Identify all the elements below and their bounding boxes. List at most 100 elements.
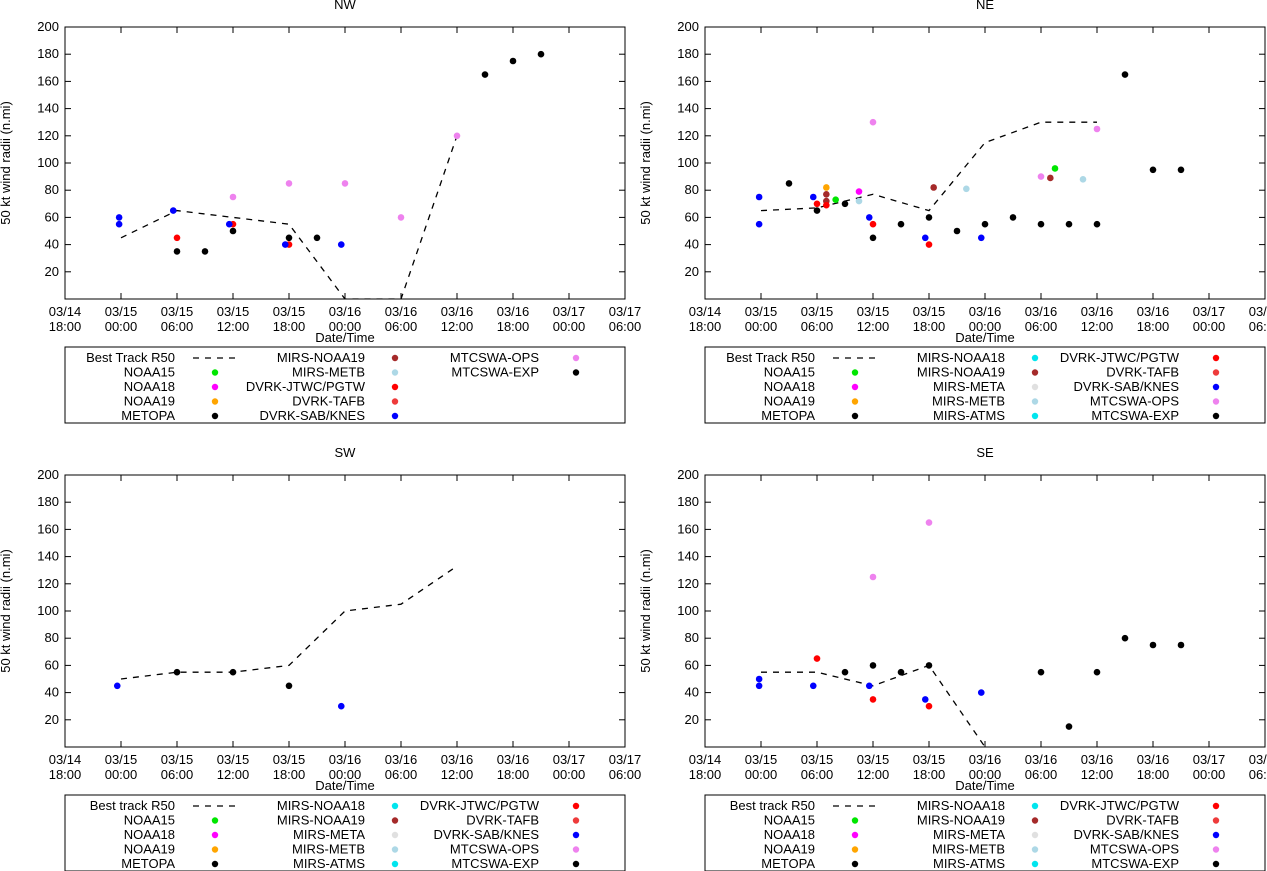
x-tick-label-time: 12:00: [441, 767, 474, 782]
y-tick-label: 140: [37, 549, 59, 564]
x-tick-label-time: 06:00: [801, 767, 834, 782]
x-tick-label-time: 06:00: [161, 767, 194, 782]
point-mtcswa-exp: [229, 227, 237, 235]
legend-label: NOAA19: [764, 394, 815, 409]
point-dvrk-sab-knes: [337, 702, 345, 710]
point-mtcswa-exp: [481, 71, 489, 78]
legend-label: MIRS-METB: [932, 842, 1005, 857]
legend-label: DVRK-TAFB: [466, 813, 539, 828]
point-mtcswa-exp: [785, 180, 793, 187]
legend-label: Best track R50: [730, 798, 815, 813]
legend-marker: [572, 354, 580, 362]
point-dvrk-jtwc-pgtw: [813, 200, 821, 208]
legend-marker: [1212, 412, 1220, 420]
legend-label: MIRS-NOAA19: [917, 365, 1005, 380]
x-tick-label-time: 00:00: [1193, 767, 1226, 782]
y-tick-label: 60: [45, 209, 59, 224]
legend-marker: [1212, 860, 1220, 868]
x-tick-label-date: 03/15: [857, 304, 890, 319]
legend-marker: [851, 412, 859, 420]
plot-frame: [64, 474, 626, 748]
legend-label: DVRK-JTWC/PGTW: [420, 798, 540, 813]
legend-label: NOAA19: [124, 842, 175, 857]
legend-label: MIRS-METB: [292, 842, 365, 857]
point-mtcswa-exp: [1149, 166, 1157, 174]
legend-marker: [391, 354, 399, 362]
point-mtcswa-ops: [1093, 125, 1101, 133]
legend-marker: [391, 383, 399, 391]
legend-label: MIRS-META: [933, 379, 1005, 394]
legend-label: METOPA: [761, 408, 815, 423]
point-mtcswa-exp: [201, 248, 209, 255]
x-tick-label-date: 03/16: [329, 304, 362, 319]
point-mirs-noaa19: [823, 190, 830, 198]
x-tick-label-time: 18:00: [49, 319, 82, 334]
y-tick-label: 20: [685, 264, 699, 279]
legend-label: DVRK-TAFB: [1106, 365, 1179, 380]
legend-marker: [391, 831, 399, 839]
legend-marker: [1031, 802, 1039, 810]
legend-label: NOAA15: [764, 813, 815, 828]
plot-frame: [64, 26, 626, 300]
point-mtcswa-exp: [841, 668, 849, 676]
x-tick-label-time: 00:00: [745, 767, 778, 782]
x-axis-label: Date/Time: [315, 330, 374, 345]
point-mtcswa-exp: [1009, 214, 1017, 221]
x-tick-label-date: 03/16: [1025, 752, 1058, 767]
x-tick-label-date: 03/14: [689, 304, 722, 319]
y-tick-label: 100: [677, 155, 699, 170]
point-mtcswa-exp: [285, 682, 293, 690]
point-dvrk-jtwc-pgtw: [869, 696, 877, 703]
legend-label: MTCSWA-EXP: [451, 856, 539, 871]
point-mtcswa-exp: [981, 220, 989, 228]
point-mtcswa-ops: [397, 214, 405, 221]
point-noaa18: [855, 188, 863, 195]
y-tick-label: 60: [45, 657, 59, 672]
y-tick-label: 160: [677, 521, 699, 536]
x-tick-label-date: 03/15: [913, 304, 946, 319]
legend-label: MIRS-NOAA18: [917, 350, 1005, 365]
legend-marker: [1212, 369, 1220, 376]
point-mtcswa-exp: [1065, 220, 1073, 228]
x-tick-label-date: 03/15: [857, 752, 890, 767]
x-tick-label-date: 03/15: [161, 752, 194, 767]
legend-label: MIRS-NOAA19: [277, 350, 365, 365]
legend-label: MTCSWA-OPS: [450, 350, 539, 365]
legend-marker: [1212, 398, 1220, 405]
x-tick-label-time: 06:00: [1025, 767, 1058, 782]
legend-label: MIRS-NOAA19: [277, 813, 365, 828]
x-tick-label-date: 03/16: [497, 304, 530, 319]
point-mtcswa-exp: [925, 214, 933, 221]
legend-label: Best Track R50: [86, 350, 175, 365]
legend-marker: [1031, 354, 1039, 362]
x-tick-label-time: 00:00: [105, 319, 138, 334]
legend-marker: [391, 802, 399, 810]
x-tick-label-time: 18:00: [913, 767, 946, 782]
y-tick-label: 100: [37, 155, 59, 170]
x-tick-label-time: 06:00: [1249, 319, 1267, 334]
legend-marker: [851, 383, 859, 391]
x-tick-label-date: 03/17: [553, 752, 586, 767]
legend-label: DVRK-JTWC/PGTW: [246, 379, 366, 394]
x-tick-label-date: 03/17: [1193, 304, 1226, 319]
y-tick-label: 160: [677, 73, 699, 88]
best-track-line: [761, 664, 986, 747]
x-tick-label-date: 03/16: [1137, 304, 1170, 319]
legend-label: MIRS-META: [293, 827, 365, 842]
legend-label: NOAA15: [124, 813, 175, 828]
point-mirs-metb: [1079, 176, 1087, 183]
point-dvrk-sab-knes: [115, 220, 123, 228]
x-tick-label-date: 03/17: [609, 304, 642, 319]
point-mtcswa-exp: [841, 200, 849, 208]
point-mtcswa-ops: [453, 132, 461, 140]
legend-marker: [851, 831, 859, 839]
legend-marker: [211, 369, 219, 376]
point-mtcswa-ops: [341, 180, 349, 187]
y-tick-label: 200: [677, 19, 699, 34]
point-dvrk-sab-knes: [281, 241, 289, 248]
legend-marker: [572, 860, 580, 868]
legend-marker: [851, 817, 859, 824]
x-tick-label-date: 03/15: [801, 752, 834, 767]
point-mtcswa-exp: [925, 662, 933, 669]
point-dvrk-sab-knes: [169, 207, 177, 214]
